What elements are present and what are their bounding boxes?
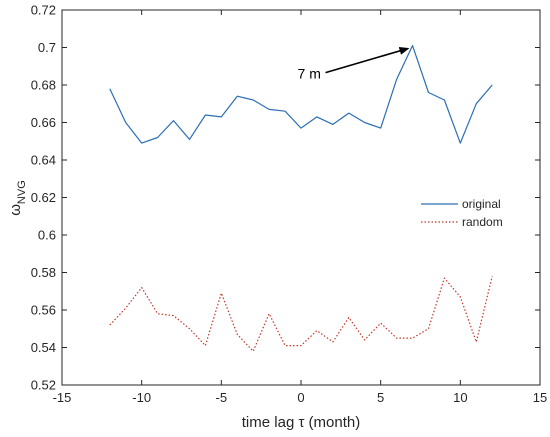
y-axis-label: ωNVG: [7, 180, 28, 216]
y-tick-label: 0.68: [31, 78, 56, 93]
legend-label-original: original: [462, 197, 501, 211]
legend-label-random: random: [462, 215, 503, 229]
y-tick-label: 0.72: [31, 3, 56, 18]
y-tick-label: 0.7: [38, 40, 56, 55]
y-axis-label-symbol: ω: [7, 204, 24, 216]
x-axis-label: time lag τ (month): [242, 414, 360, 431]
x-tick-label: -5: [216, 390, 228, 405]
y-tick-label: 0.56: [31, 303, 56, 318]
y-axis-label-subscript: NVG: [16, 180, 28, 204]
x-tick-label: -15: [53, 390, 72, 405]
x-axis-ticks: -15 -10 -5 0 5 10 15: [53, 10, 547, 405]
annotation-arrow: [325, 47, 410, 74]
y-tick-label: 0.62: [31, 190, 56, 205]
x-tick-label: 5: [377, 390, 384, 405]
y-axis-ticks: 0.52 0.54 0.56 0.58 0.6 0.62 0.64 0.66 0.68 0.7 0.…: [31, 3, 540, 393]
annotation-label: 7 m: [298, 66, 321, 82]
annotation: 7 m: [298, 47, 410, 82]
legend: original random: [421, 197, 503, 229]
y-tick-label: 0.6: [38, 228, 56, 243]
x-tick-label: 10: [453, 390, 467, 405]
y-tick-label: 0.66: [31, 115, 56, 130]
y-tick-label: 0.64: [31, 153, 56, 168]
x-tick-label: -10: [132, 390, 151, 405]
series-layer: [109, 44, 493, 352]
y-tick-label: 0.52: [31, 378, 56, 393]
y-tick-label: 0.58: [31, 265, 56, 280]
series-line-original: [109, 44, 493, 144]
x-tick-label: 15: [533, 390, 547, 405]
series-line-random: [109, 276, 493, 352]
y-tick-label: 0.54: [31, 340, 56, 355]
x-tick-label: 0: [297, 390, 304, 405]
